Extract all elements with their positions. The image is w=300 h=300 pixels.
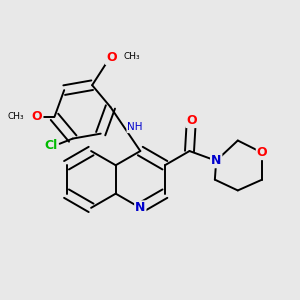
Text: O: O	[257, 146, 267, 159]
Text: methoxy: methoxy	[111, 41, 118, 42]
Text: CH₃: CH₃	[124, 52, 140, 61]
Text: N: N	[135, 201, 146, 214]
Text: NH: NH	[127, 122, 143, 132]
Text: Cl: Cl	[44, 139, 58, 152]
Text: CH₃: CH₃	[7, 112, 24, 121]
Text: O: O	[186, 114, 197, 127]
Text: N: N	[211, 154, 221, 167]
Text: O: O	[32, 110, 43, 123]
Text: O: O	[106, 51, 116, 64]
